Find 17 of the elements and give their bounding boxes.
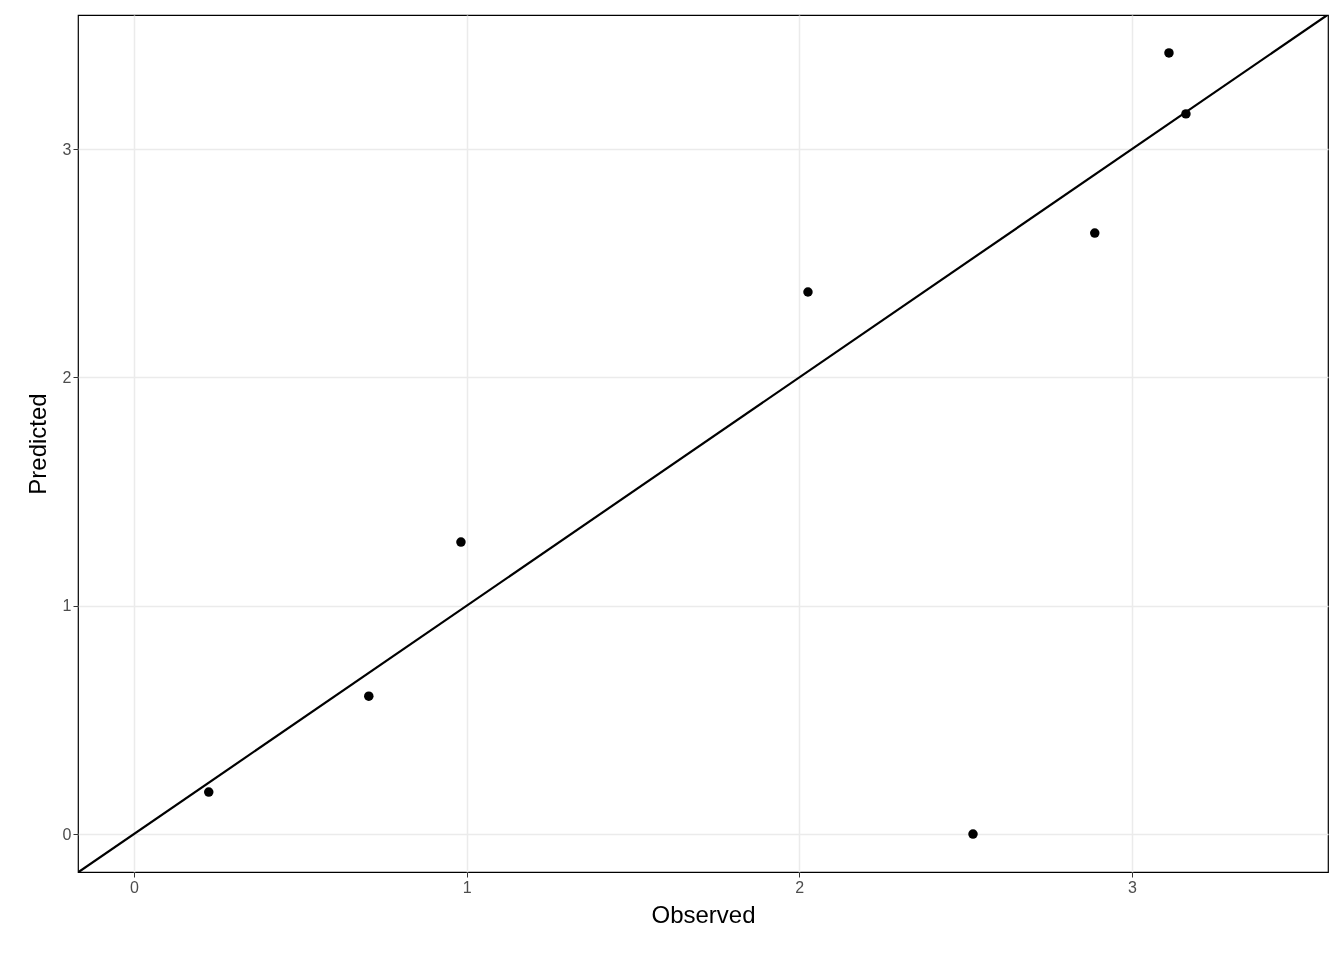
point bbox=[204, 787, 214, 797]
point bbox=[968, 829, 978, 839]
y-tick-label: 3 bbox=[62, 140, 72, 158]
y-tick-label: 1 bbox=[62, 597, 72, 615]
point bbox=[803, 287, 813, 297]
point bbox=[1164, 48, 1174, 58]
point bbox=[456, 537, 466, 547]
y-tick-label: 2 bbox=[62, 368, 72, 386]
point bbox=[364, 691, 374, 701]
x-axis-title: Observed bbox=[651, 900, 756, 928]
y-tick-label: 0 bbox=[62, 825, 72, 843]
x-tick-label: 1 bbox=[462, 878, 472, 896]
y-axis-title: Predicted bbox=[23, 393, 51, 495]
x-tick-label: 3 bbox=[1128, 878, 1138, 896]
x-tick-label: 2 bbox=[795, 878, 805, 896]
point bbox=[1090, 228, 1100, 238]
x-tick-label: 0 bbox=[129, 878, 139, 896]
